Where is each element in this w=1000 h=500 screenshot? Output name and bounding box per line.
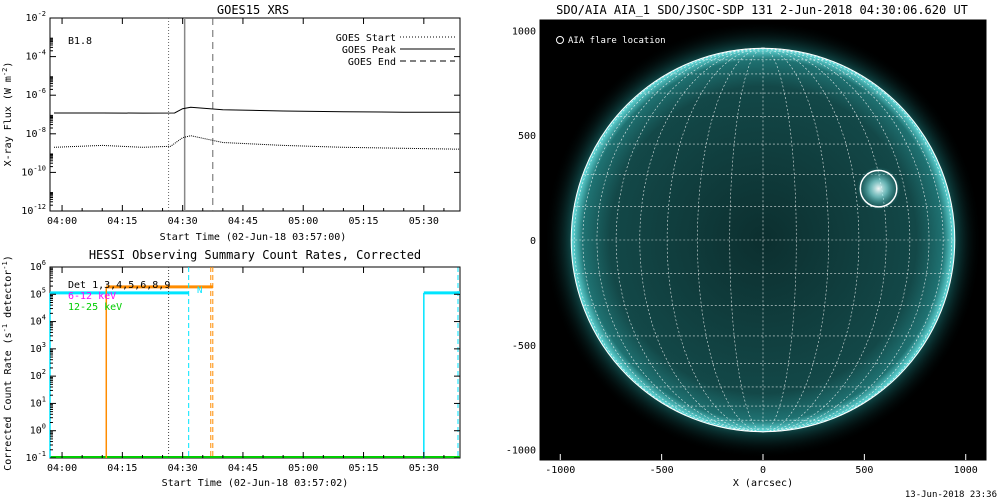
aia-longitude-line [762,47,829,433]
aia-x-tick-label: 1000 [954,465,978,476]
goes-x-tick-label: 05:15 [348,216,378,227]
aia-longitude-line [596,47,764,433]
aia-x-tick-label: 0 [760,465,766,476]
goes-legend-start-label: GOES Start [336,33,396,44]
hessi-y-tick-label: 100 [30,423,46,437]
goes-ylabel-main: X-ray Flux (W m [3,76,14,166]
aia-longitude-line [762,47,797,433]
aia-x-tick-label: -1000 [545,465,575,476]
goes-plot-frame [49,17,461,212]
goes-annotation: B1.8 [68,36,92,47]
goes-x-tick-label: 04:00 [47,216,77,227]
aia-x-tick-label: 500 [855,465,873,476]
hessi-x-tick-label: 05:15 [348,463,378,474]
aia-longitude-line [639,47,764,433]
hessi-ylabel-sup1: -1 [1,324,9,332]
aia-legend-marker [556,36,564,44]
aia-limb-outline [570,47,956,433]
goes-y-tick-label: 10-8 [26,126,46,140]
hessi-x-tick-label: 04:15 [107,463,137,474]
hessi-ylabel-close: ) [3,255,14,261]
aia-y-tick-label: -500 [512,341,536,352]
hessi-ylabel-mid: detector [3,270,14,324]
goes-title: GOES15 XRS [217,3,289,17]
hessi-xlabel: Start Time (02-Jun-18 03:57:02) [162,478,349,489]
hessi-legend-low: 6-12 keV [68,291,116,302]
aia-panel: SDO/AIA AIA_1 SDO/JSOC-SDP 131 2-Jun-201… [506,3,987,489]
goes-y-ticks: 10-12 10-10 10-8 10-6 10-4 10-2 [21,10,460,217]
goes-ylabel-sup: -2 [1,68,9,76]
aia-longitude-line [729,47,764,433]
aia-x-ticks: -1000 -500 0 500 1000 [545,454,978,476]
goes-x-tick-label: 04:45 [228,216,258,227]
goes-event-lines [168,18,214,211]
hessi-title: HESSI Observing Summary Count Rates, Cor… [89,248,421,262]
goes-y-tick-label: 10-10 [21,164,46,178]
hessi-x-tick-label: 05:30 [409,463,439,474]
hessi-y-ticks: 10-1 100 101 102 103 104 105 106 [26,259,460,464]
hessi-ylabel: Corrected Count Rate (s-1 detector-1) [1,255,14,471]
hessi-y-tick-label: 106 [30,259,46,273]
hessi-flag-letter: N [197,286,202,296]
aia-xlabel: X (arcsec) [733,478,793,489]
aia-longitude-line [697,47,764,433]
goes-ylabel-close: ) [3,62,14,68]
hessi-panel: HESSI Observing Summary Count Rates, Cor… [1,248,461,489]
goes-short-series [53,135,461,150]
hessi-y-tick-label: 104 [30,314,46,328]
aia-longitude-line [762,47,887,433]
goes-x-tick-label: 04:30 [168,216,198,227]
aia-longitude-line [582,47,764,433]
hessi-y-tick-label: 102 [30,368,46,382]
aia-y-tick-label: -1000 [506,446,536,457]
goes-y-tick-label: 10-2 [26,10,46,24]
hessi-x-tick-label: 04:00 [47,463,77,474]
hessi-y-tick-label: 101 [30,395,46,409]
hessi-legend-det: Det 1,3,4,5,6,8,9 [68,280,170,291]
aia-longitude-line [762,47,930,433]
aia-title: SDO/AIA AIA_1 SDO/JSOC-SDP 131 2-Jun-201… [556,3,968,17]
hessi-ylabel-sup2: -1 [1,261,9,269]
aia-longitude-line [615,47,764,433]
goes-long-series [54,106,460,114]
goes-y-tick-label: 10-12 [21,203,46,217]
aia-flare-glow [856,166,901,211]
goes-x-tick-label: 05:00 [288,216,318,227]
aia-legend-label: AIA flare location [568,36,666,46]
aia-flare-circle [859,169,898,208]
aia-longitude-line [762,47,944,433]
aia-longitude-line [762,47,911,433]
aia-y-tick-label: 0 [530,236,536,247]
hessi-x-tick-label: 04:45 [228,463,258,474]
hessi-x-ticks: 04:00 04:15 04:30 04:45 05:00 05:15 05:30 [47,267,445,474]
hessi-y-tick-label: 10-1 [26,450,46,464]
hessi-y-tick-label: 105 [30,286,46,300]
hessi-x-tick-label: 05:00 [288,463,318,474]
aia-x-tick-label: -500 [650,465,674,476]
hessi-x-tick-label: 04:30 [168,463,198,474]
aia-y-ticks: -1000 -500 0 500 1000 [506,26,546,457]
goes-x-ticks: 04:00 04:15 04:30 04:45 05:00 05:15 05:30 [47,18,445,227]
goes-legend-peak-label: GOES Peak [342,45,396,56]
goes-xlabel: Start Time (02-Jun-18 03:57:00) [160,232,347,243]
goes-x-tick-label: 05:30 [409,216,439,227]
goes-x-tick-label: 04:15 [107,216,137,227]
goes-panel: GOES15 XRS 10-12 10-10 10-8 10-6 10-4 10-2 04… [1,3,461,243]
hessi-legend: Det 1,3,4,5,6,8,9 6-12 keV 12-25 keV [68,280,170,313]
goes-legend: GOES Start GOES Peak GOES End [336,33,455,68]
goes-y-tick-label: 10-6 [26,87,46,101]
hessi-legend-high: 12-25 keV [68,302,122,313]
aia-longitude-line [762,47,860,433]
footer-timestamp: 13-Jun-2018 23:36 [905,490,997,500]
goes-y-tick-label: 10-4 [26,49,46,63]
hessi-y-tick-label: 103 [30,341,46,355]
hessi-ylabel-main: Corrected Count Rate (s [3,332,14,470]
aia-y-tick-label: 1000 [512,26,536,37]
goes-ylabel: X-ray Flux (W m-2) [1,62,14,167]
aia-longitude-line [666,47,764,433]
aia-y-tick-label: 500 [518,131,536,142]
goes-legend-end-label: GOES End [348,57,396,68]
